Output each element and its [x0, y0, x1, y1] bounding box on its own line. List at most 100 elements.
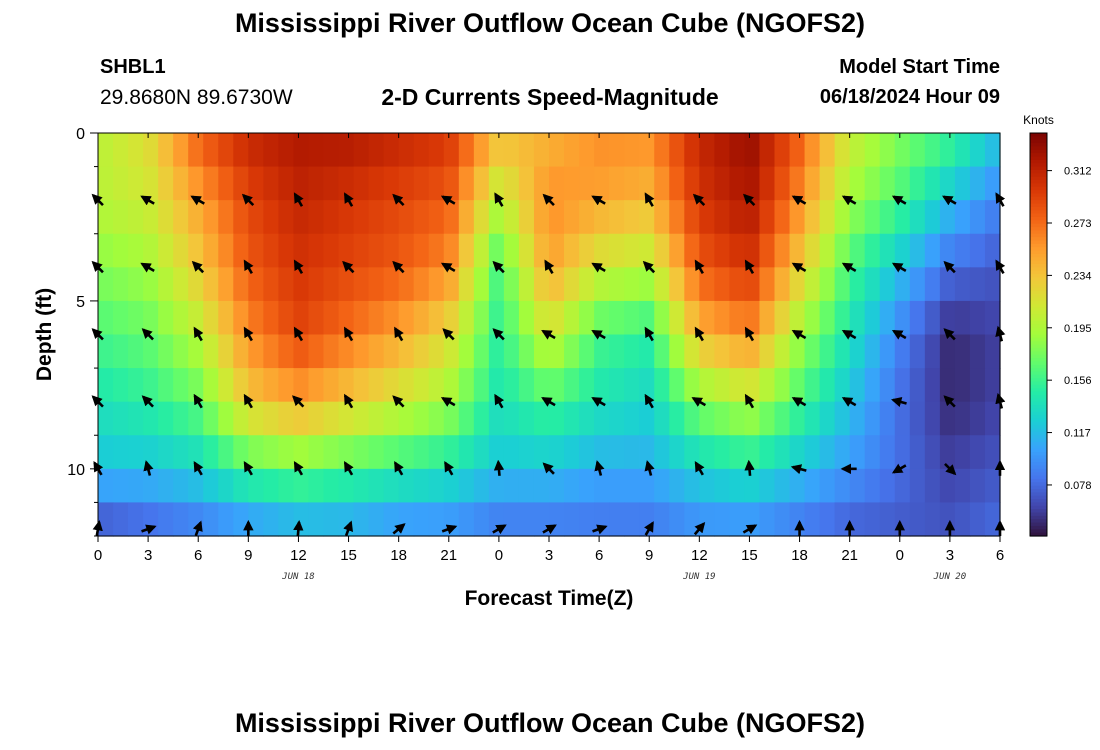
current-arrow: [141, 395, 154, 408]
heatmap-cell: [473, 468, 490, 504]
heatmap-cell: [564, 368, 580, 403]
heatmap-cell: [398, 200, 415, 235]
heatmap-cell: [533, 435, 550, 470]
heatmap-cell: [714, 200, 730, 235]
heatmap-cell: [789, 401, 806, 436]
heatmap-cell: [669, 267, 685, 302]
heatmap-cell: [669, 300, 685, 336]
heatmap-cell: [473, 401, 490, 436]
heatmap-cell: [293, 133, 310, 168]
heatmap-cell: [233, 502, 249, 537]
heatmap-cell: [353, 267, 370, 302]
heatmap-cell: [398, 468, 415, 504]
heatmap-cell: [594, 334, 610, 369]
heatmap-cell: [969, 166, 986, 201]
current-arrow: [591, 397, 606, 407]
heatmap-cell: [218, 468, 234, 504]
heatmap-cell: [879, 502, 896, 537]
heatmap-cell: [549, 300, 565, 336]
heatmap-cell: [233, 334, 249, 369]
current-arrow: [744, 393, 755, 409]
colorbar-segment: [1030, 478, 1047, 483]
heatmap-cell: [428, 368, 445, 403]
heatmap-cell: [969, 133, 986, 168]
heatmap-cell: [158, 133, 174, 168]
current-arrow: [744, 326, 755, 342]
heatmap-cell: [639, 468, 655, 504]
current-arrow: [140, 262, 155, 273]
heatmap-cell: [203, 401, 219, 436]
colorbar-segment: [1030, 512, 1047, 517]
heatmap-cell: [759, 368, 776, 403]
heatmap-cell: [398, 300, 415, 336]
colorbar-segment: [1030, 341, 1047, 346]
current-arrow: [943, 395, 956, 408]
heatmap-cell: [398, 435, 415, 470]
heatmap-cell: [849, 334, 866, 369]
heatmap-cell: [894, 468, 911, 504]
heatmap-cell: [308, 334, 325, 369]
current-arrow: [241, 193, 255, 207]
heatmap-cell: [308, 300, 325, 336]
heatmap-cell: [338, 435, 355, 470]
heatmap-cell: [984, 133, 1001, 168]
colorbar-segment: [1030, 153, 1047, 158]
heatmap-cell: [113, 133, 129, 168]
current-arrow: [694, 326, 705, 342]
current-arrow: [542, 524, 557, 535]
heatmap-cell: [984, 401, 1001, 436]
heatmap-cell: [744, 401, 761, 436]
heatmap-cell: [759, 468, 776, 504]
colorbar-segment: [1030, 260, 1047, 265]
heatmap-cell: [684, 401, 700, 436]
heatmap-cell: [443, 300, 460, 336]
heatmap-cell: [909, 300, 926, 336]
heatmap-cell: [458, 267, 475, 302]
heatmap-cell: [503, 300, 520, 336]
current-arrow: [293, 326, 304, 342]
y-tick-label: 10: [67, 462, 85, 479]
heatmap-cell: [353, 401, 370, 436]
colorbar-segment: [1030, 143, 1047, 148]
heatmap-cell: [669, 334, 685, 369]
heatmap-cell: [879, 435, 896, 470]
heatmap-cell: [218, 233, 234, 268]
heatmap-cell: [518, 233, 535, 268]
heatmap-cell: [353, 435, 370, 470]
heatmap-cell: [729, 435, 746, 470]
heatmap-cell: [143, 267, 159, 302]
heatmap-cell: [564, 468, 580, 504]
heatmap-cell: [98, 334, 114, 369]
heatmap-cell: [413, 200, 430, 235]
heatmap-cell: [113, 233, 129, 268]
heatmap-cell: [278, 468, 295, 504]
heatmap-cell: [924, 300, 941, 336]
heatmap-cell: [729, 502, 746, 537]
heatmap-cell: [684, 133, 700, 168]
heatmap-cell: [353, 334, 370, 369]
current-arrow: [190, 195, 205, 206]
heatmap-cell: [714, 401, 730, 436]
heatmap-cell: [383, 468, 400, 504]
heatmap-cell: [699, 166, 715, 201]
heatmap-cell: [699, 133, 715, 168]
heatmap-cell: [849, 300, 866, 336]
x-tick-label: 12: [691, 547, 708, 564]
heatmap-cell: [158, 233, 174, 268]
heatmap-cell: [278, 435, 295, 470]
heatmap-cell: [458, 435, 475, 470]
heatmap-cell: [293, 401, 310, 436]
current-arrow: [644, 460, 655, 476]
heatmap-cell: [909, 435, 926, 470]
current-arrow: [841, 195, 857, 206]
heatmap-cell: [654, 368, 670, 403]
heatmap-cell: [518, 334, 535, 369]
heatmap-cell: [398, 368, 415, 403]
current-arrow: [542, 462, 555, 475]
heatmap-cell: [759, 166, 776, 201]
heatmap-cell: [113, 468, 129, 504]
heatmap-cell: [248, 468, 264, 504]
heatmap-cell: [549, 334, 565, 369]
heatmap-cell: [969, 300, 986, 336]
heatmap-cell: [488, 368, 505, 403]
